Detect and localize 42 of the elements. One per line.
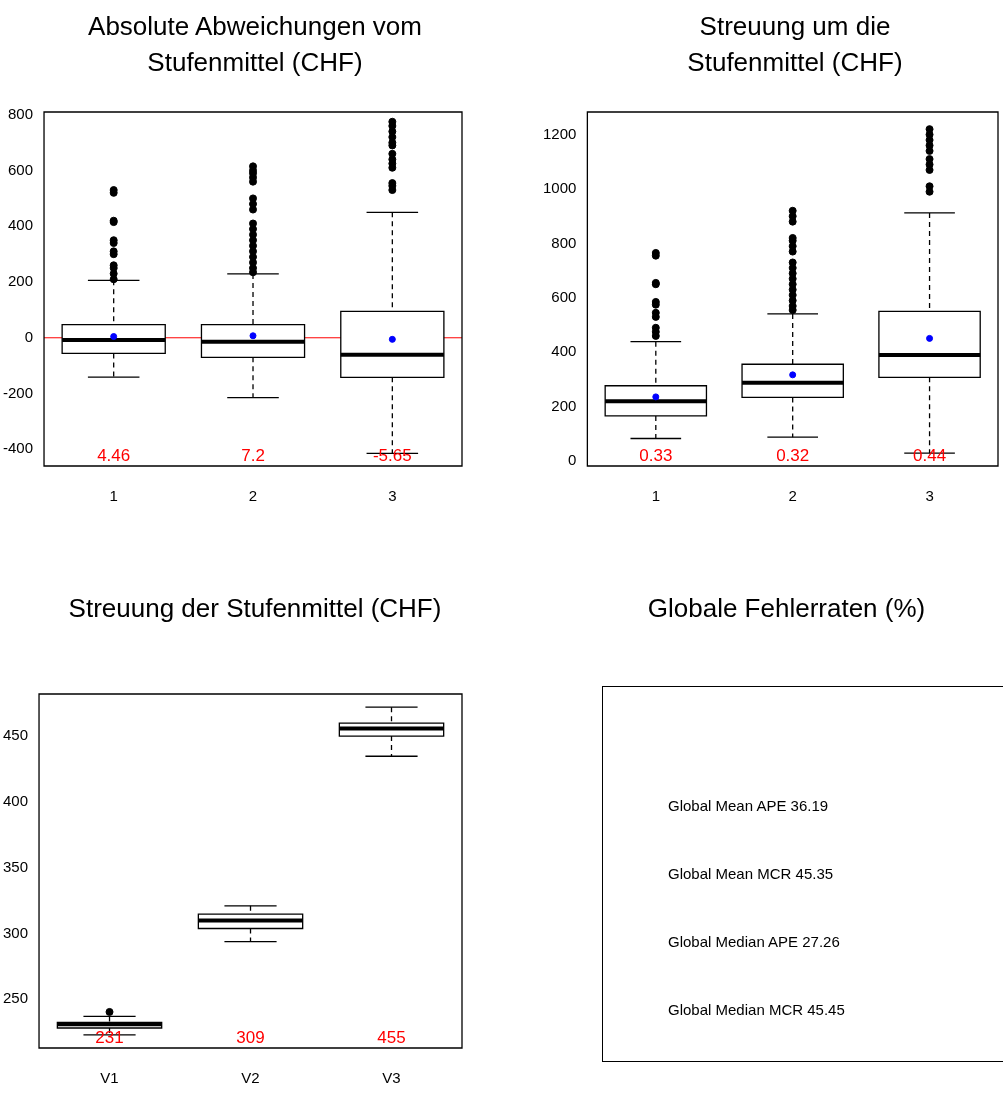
- chart-title: Absolute Abweichungen vom Stufenmittel (CHF): [87, 10, 423, 79]
- y-tick-label: -400: [2, 439, 34, 457]
- x-tick-label: 3: [925, 487, 934, 505]
- y-tick-label: 800: [551, 233, 577, 251]
- annotation: 4.46: [97, 446, 131, 466]
- x-tick-label: V3: [382, 1069, 401, 1087]
- y-tick-label: 200: [7, 272, 34, 290]
- text: Globale Fehlerraten (%): [647, 592, 926, 625]
- y-tick-label: 400: [551, 342, 577, 360]
- y-tick-label: 1200: [542, 124, 577, 142]
- text: Global Mean APE 36.19: [668, 797, 829, 814]
- x-tick-label: V2: [241, 1069, 260, 1087]
- text: Global Median MCR 45.45: [668, 1001, 845, 1018]
- x-tick-label: 2: [248, 487, 258, 505]
- y-tick-label: 350: [3, 857, 29, 875]
- y-tick-label: 400: [3, 792, 29, 810]
- y-tick-label: 600: [7, 160, 34, 178]
- y-tick-label: -200: [2, 383, 34, 401]
- y-tick-label: 0: [568, 451, 577, 469]
- text: Global Mean MCR 45.35: [668, 865, 834, 882]
- y-tick-label: 200: [551, 396, 577, 414]
- x-tick-label: V1: [100, 1069, 119, 1087]
- y-tick-label: 600: [551, 287, 577, 305]
- y-tick-label: 1000: [542, 179, 577, 197]
- annotation: 7.2: [241, 446, 265, 466]
- annotation: 0.33: [639, 446, 673, 466]
- annotation: 455: [377, 1028, 406, 1048]
- x-tick-label: 2: [788, 487, 797, 505]
- x-tick-label: 1: [109, 487, 118, 505]
- chart-title: Streuung um die Stufenmittel (CHF): [686, 10, 904, 79]
- chart-title: Streuung der Stufenmittel (CHF): [68, 592, 442, 625]
- y-tick-label: 0: [24, 327, 34, 345]
- y-tick-label: 800: [7, 104, 34, 122]
- text: Global Median APE 27.26: [668, 933, 840, 950]
- y-tick-label: 400: [7, 216, 34, 234]
- x-tick-label: 3: [388, 487, 397, 505]
- annotation: 309: [236, 1028, 265, 1048]
- x-tick-label: 1: [651, 487, 660, 505]
- y-tick-label: 250: [3, 989, 29, 1007]
- annotation: 0.32: [776, 446, 810, 466]
- y-tick-label: 300: [3, 923, 29, 941]
- y-tick-label: 450: [3, 726, 29, 744]
